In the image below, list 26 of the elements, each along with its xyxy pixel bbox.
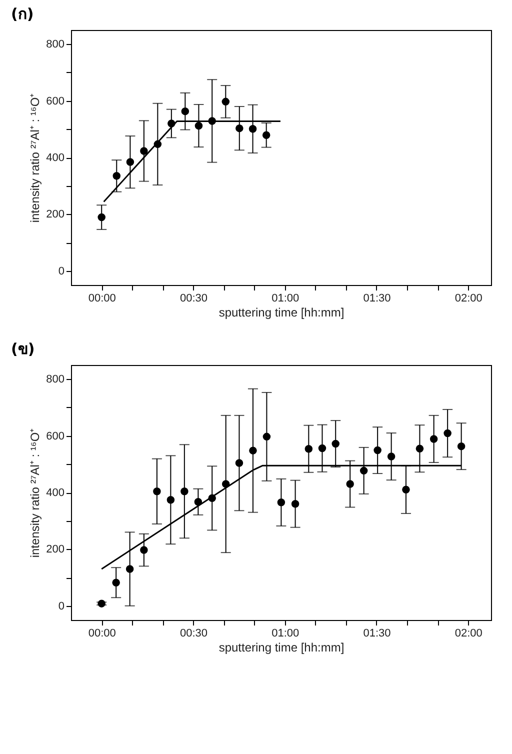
x-tick-label: 00:00 — [88, 628, 116, 640]
x-tick-label: 01:30 — [363, 292, 391, 304]
x-tick-label: 00:30 — [180, 628, 208, 640]
x-tick-label: 01:00 — [272, 292, 300, 304]
x-tick-label: 02:00 — [454, 628, 482, 640]
y-tick-label: 200 — [46, 544, 64, 556]
x-tick-label: 00:30 — [180, 292, 208, 304]
y-tick-label: 200 — [46, 208, 64, 221]
y-axis-title: intensity ratio ²⁷Al⁺ : ¹⁶O⁺ — [28, 93, 42, 223]
y-tick-label: 400 — [46, 152, 64, 164]
x-tick-label: 00:00 — [88, 292, 116, 304]
y-tick-label: 600 — [46, 430, 64, 442]
y-tick-label: 600 — [46, 95, 64, 108]
x-tick-label: 01:00 — [272, 628, 300, 640]
y-tick-label: 800 — [46, 374, 64, 386]
x-tick-label: 01:30 — [363, 628, 391, 640]
y-tick-label: 800 — [46, 38, 64, 51]
x-tick-label: 02:00 — [454, 292, 482, 304]
y-tick-label: 400 — [46, 487, 64, 499]
y-axis-title: intensity ratio ²⁷Al⁺ : ¹⁶O⁺ — [28, 428, 42, 558]
chart-title: (ข) — [11, 340, 35, 358]
chart-title: (ก) — [11, 5, 34, 23]
x-axis-title: sputtering time [hh:mm] — [218, 640, 344, 654]
x-axis-title: sputtering time [hh:mm] — [218, 306, 344, 320]
y-tick-label: 0 — [58, 600, 64, 612]
y-tick-label: 0 — [58, 265, 64, 278]
